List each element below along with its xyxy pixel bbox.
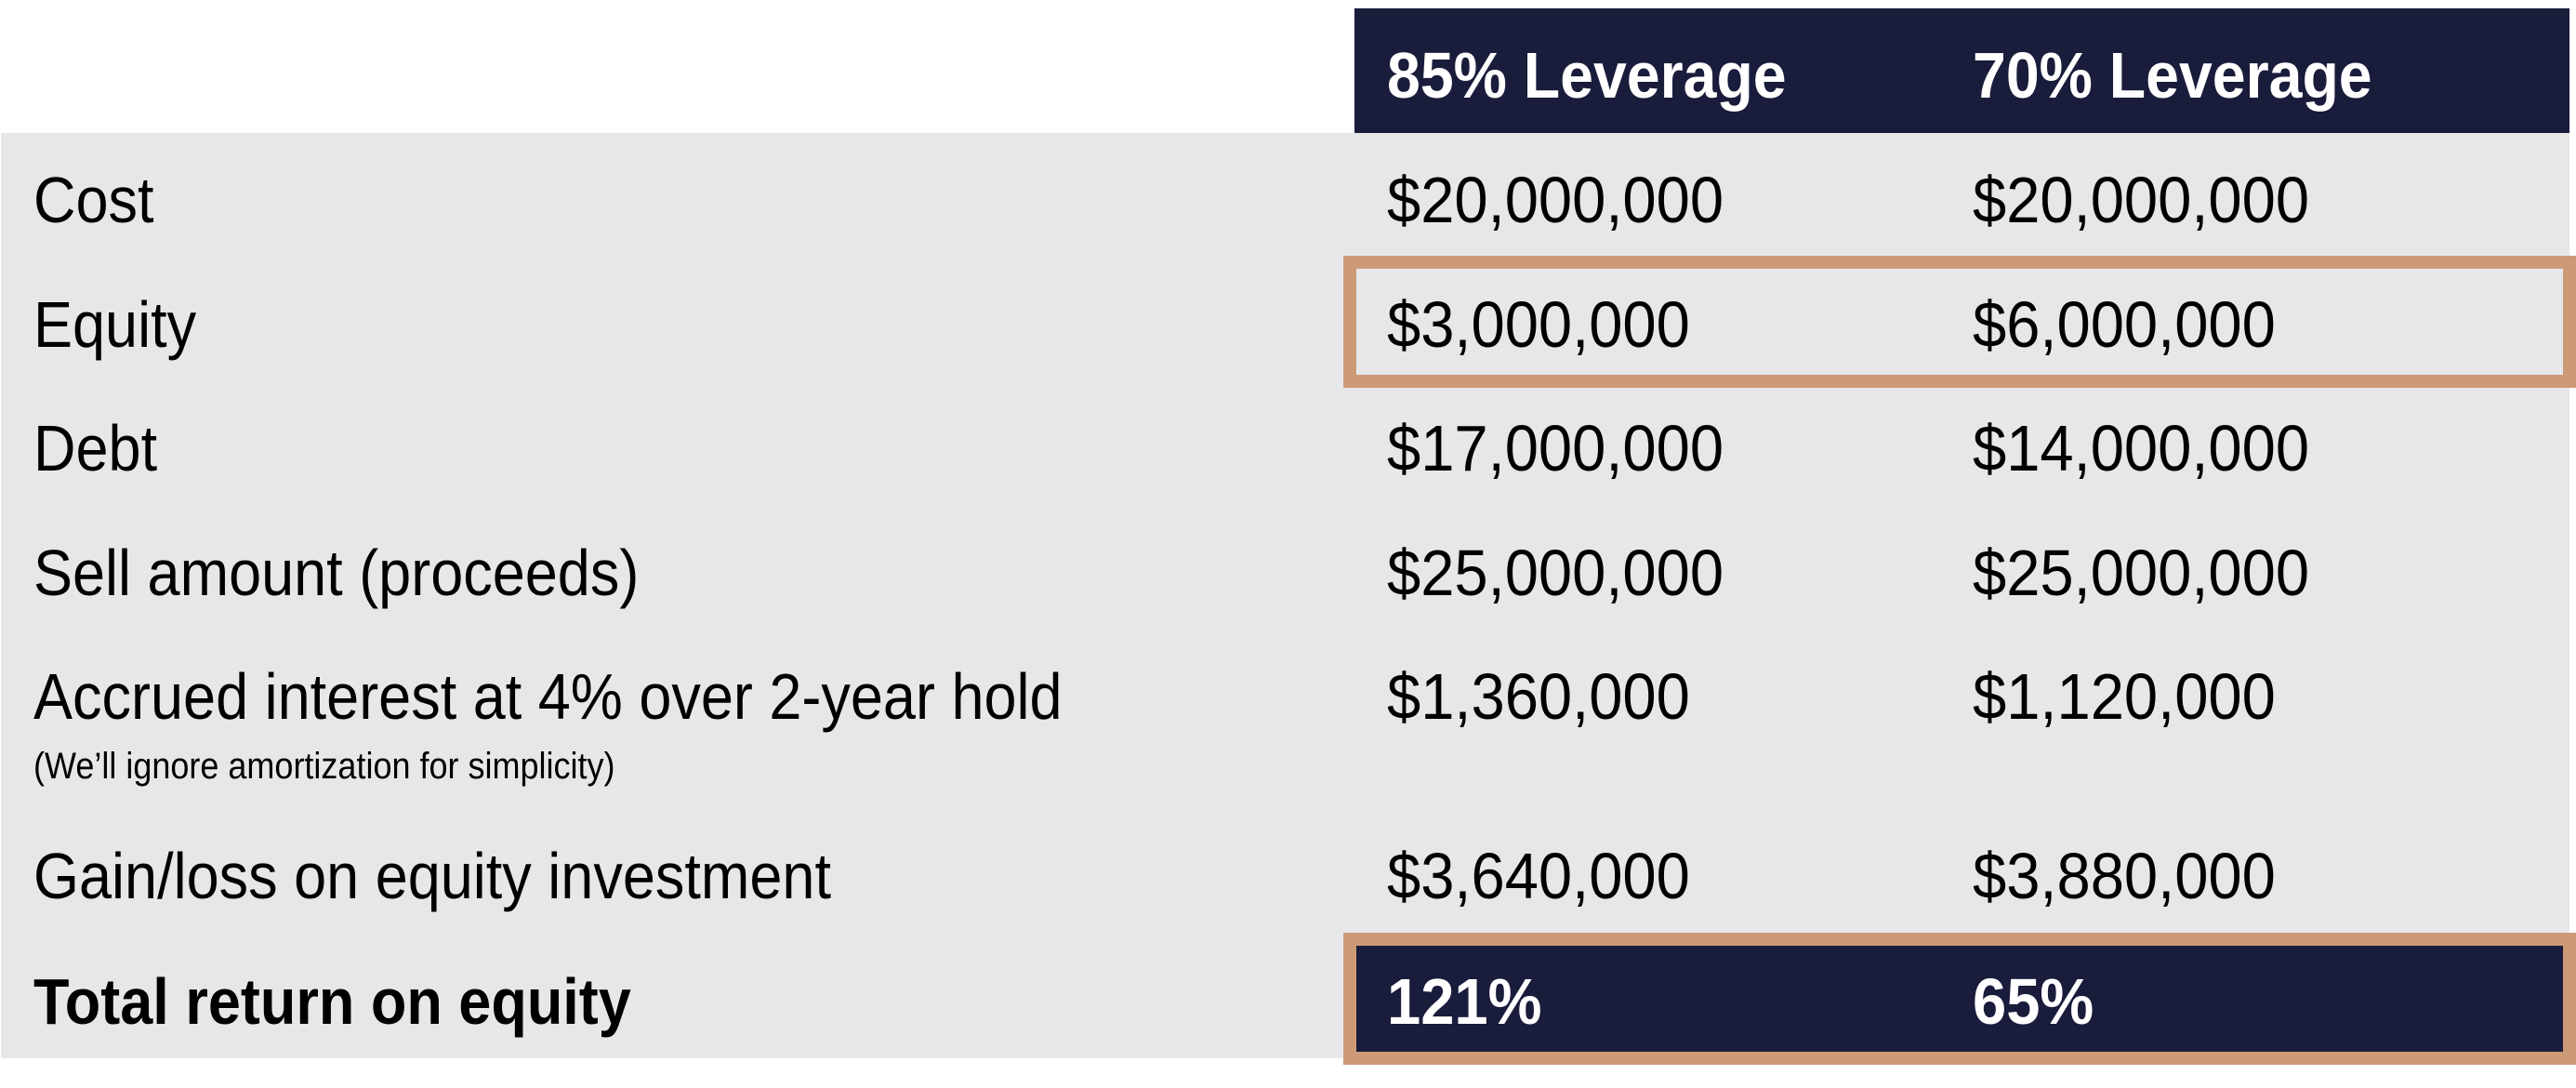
row-label: Sell amount (proceeds)	[33, 537, 640, 609]
cell-70: $6,000,000	[1973, 288, 2276, 361]
equity-highlight-box	[1343, 256, 2576, 388]
cell-85: $1,360,000	[1387, 660, 1690, 733]
row-label: Accrued interest at 4% over 2-year hold	[33, 660, 1063, 733]
row-label: Gain/loss on equity investment	[33, 840, 831, 912]
table-body-panel	[1, 133, 2569, 1058]
cell-70: $3,880,000	[1973, 840, 2276, 912]
cell-85: $25,000,000	[1387, 537, 1724, 609]
cell-85: 121%	[1387, 965, 1542, 1038]
column-header-bar	[1354, 8, 2569, 133]
row-label: Debt	[33, 412, 158, 484]
row-label: Cost	[33, 164, 154, 236]
row-label: Equity	[33, 288, 197, 361]
cell-70: $1,120,000	[1973, 660, 2276, 733]
cell-85: $17,000,000	[1387, 412, 1724, 484]
cell-70: $14,000,000	[1973, 412, 2310, 484]
total-return-highlight-box	[1343, 933, 2576, 1065]
row-label: Total return on equity	[33, 965, 631, 1038]
row-footnote: (We’ll ignore amortization for simplicit…	[33, 746, 615, 787]
cell-85: $20,000,000	[1387, 164, 1724, 236]
cell-70: 65%	[1973, 965, 2094, 1038]
cell-70: $20,000,000	[1973, 164, 2310, 236]
column-header-85-leverage: 85% Leverage	[1387, 39, 1787, 112]
cell-85: $3,000,000	[1387, 288, 1690, 361]
cell-70: $25,000,000	[1973, 537, 2310, 609]
cell-85: $3,640,000	[1387, 840, 1690, 912]
column-header-70-leverage: 70% Leverage	[1973, 39, 2372, 112]
